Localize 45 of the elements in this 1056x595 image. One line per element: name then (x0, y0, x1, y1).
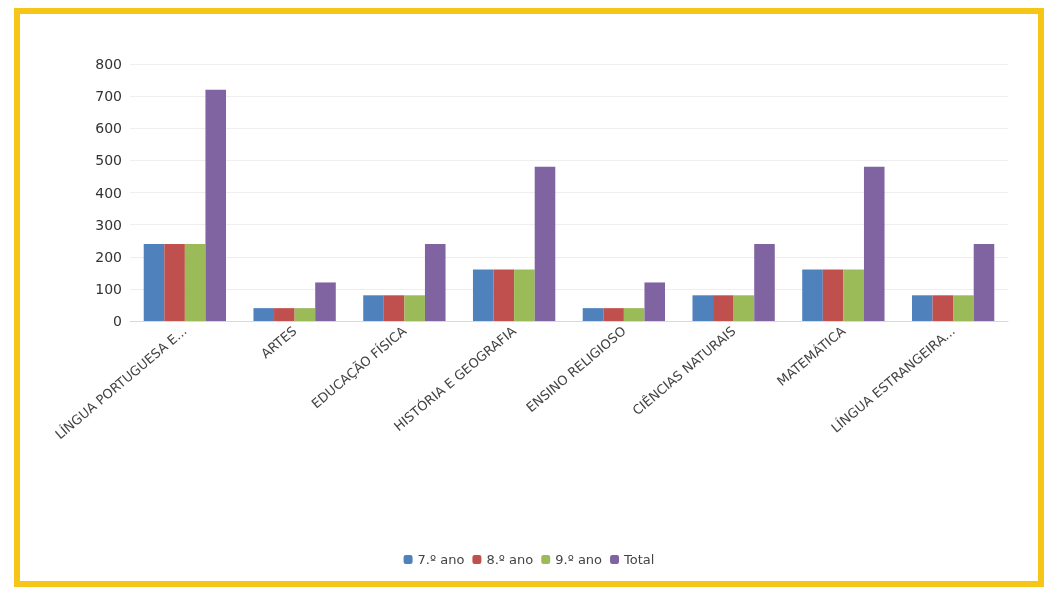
bar (582, 308, 604, 321)
y-tick-label: 700 (95, 88, 122, 105)
bar (692, 295, 714, 321)
bar (383, 295, 405, 321)
bar (253, 308, 275, 321)
y-tick-label: 600 (95, 120, 122, 137)
bar (733, 295, 755, 321)
legend-label: Total (623, 552, 655, 567)
y-tick-label: 500 (95, 152, 122, 169)
bar (822, 269, 844, 321)
bar (623, 308, 645, 321)
bar (932, 295, 954, 321)
bar (863, 166, 885, 321)
bar (424, 243, 446, 321)
bar (534, 166, 556, 321)
bar (603, 308, 624, 321)
bar (754, 243, 775, 321)
bar (514, 269, 535, 321)
y-tick-label: 0 (113, 313, 122, 329)
legend-label: 7.º ano (417, 552, 465, 567)
bar (911, 295, 933, 321)
bar (472, 269, 494, 321)
y-tick-label: 200 (95, 248, 122, 265)
bar (143, 243, 165, 321)
bar (802, 269, 823, 321)
legend-label: 8.º ano (486, 552, 534, 567)
bar (973, 243, 995, 321)
y-tick-label: 300 (95, 216, 122, 233)
bar (205, 89, 227, 321)
bar (274, 308, 295, 321)
bar (493, 269, 515, 321)
bar (644, 282, 666, 321)
y-tick-label: 400 (95, 184, 122, 201)
bar (363, 295, 384, 321)
y-tick-label: 100 (95, 280, 122, 297)
bar (184, 243, 206, 321)
y-tick-label: 800 (95, 56, 122, 72)
bar (315, 282, 336, 321)
legend-label: 9.º ano (555, 552, 603, 567)
bar (843, 269, 864, 321)
bar (404, 295, 425, 321)
bar (953, 295, 974, 321)
bar (294, 308, 316, 321)
bar (164, 243, 185, 321)
bar (713, 295, 734, 321)
